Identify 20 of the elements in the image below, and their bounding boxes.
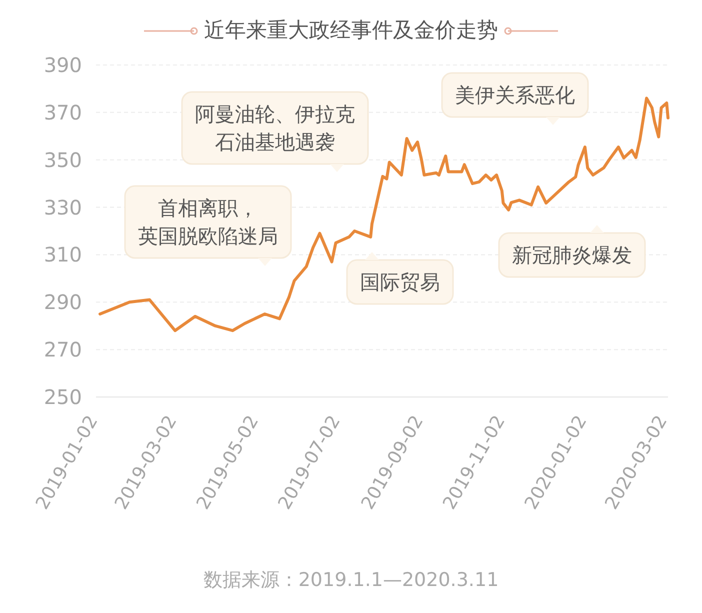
annotation: 首相离职，英国脱欧陷迷局 [138, 196, 278, 248]
annotation: 美伊关系恶化 [455, 83, 575, 107]
y-tick-label: 250 [44, 385, 82, 409]
callout: 美伊关系恶化 [441, 72, 589, 125]
y-tick-label: 330 [44, 195, 82, 220]
annotation: 国际贸易 [360, 270, 440, 294]
source-note: 数据来源：2019.1.1—2020.3.11 [203, 569, 499, 591]
y-tick-label: 310 [44, 242, 82, 267]
annotation: 阿曼油轮、伊拉克石油基地遇袭 [195, 102, 355, 154]
annotation: 新冠肺炎爆发 [512, 243, 632, 267]
callout: 新冠肺炎爆发 [498, 225, 646, 278]
callout: 阿曼油轮、伊拉克石油基地遇袭 [181, 91, 369, 172]
y-tick-label: 370 [44, 100, 82, 124]
y-tick-label: 270 [44, 338, 82, 362]
y-tick-label: 390 [44, 53, 82, 77]
y-tick-label: 350 [44, 148, 82, 172]
chart-title: 近年来重大政经事件及金价走势 [204, 18, 498, 42]
y-tick-label: 290 [44, 290, 82, 314]
callout: 首相离职，英国脱欧陷迷局 [124, 185, 292, 266]
callout: 国际贸易 [346, 252, 454, 305]
